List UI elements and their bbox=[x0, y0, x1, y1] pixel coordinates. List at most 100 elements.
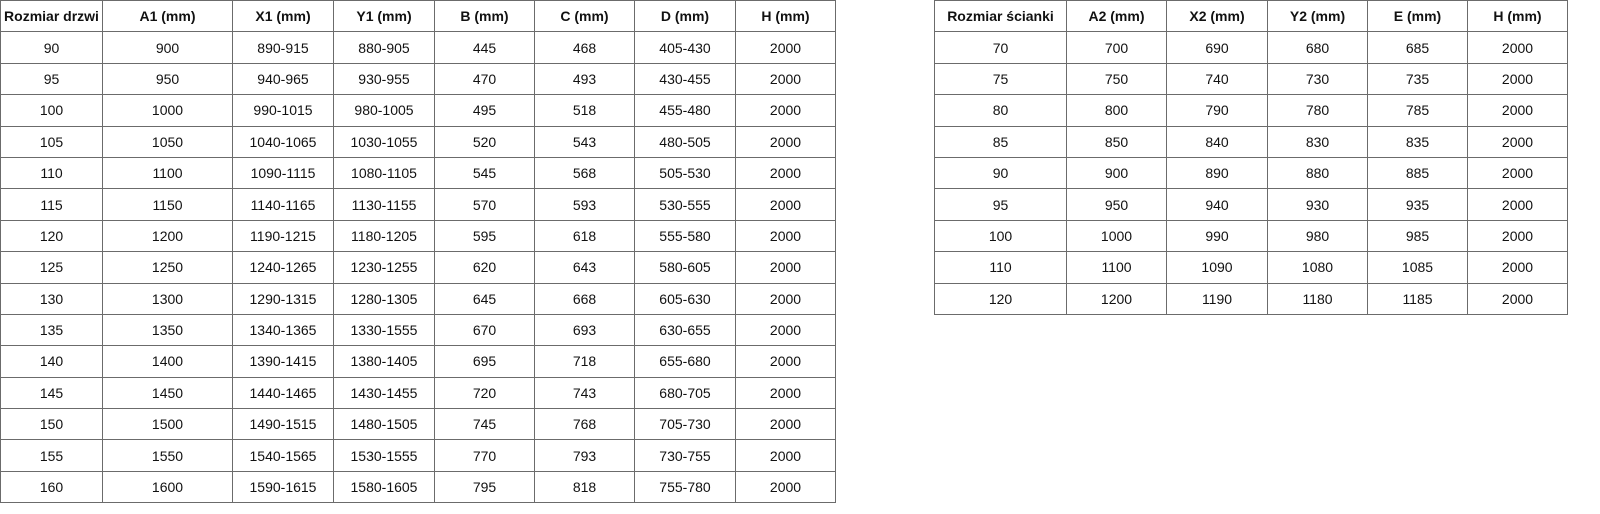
table-cell: 1280-1305 bbox=[333, 282, 435, 315]
table-cell: 630-655 bbox=[634, 313, 736, 347]
table-cell: 1050 bbox=[102, 125, 233, 158]
table-cell: 1180-1205 bbox=[333, 219, 435, 253]
table-cell: 2000 bbox=[1467, 62, 1568, 96]
table-cell: 655-680 bbox=[634, 345, 736, 378]
table-row: 95 950 940-965 930-955 470 493 430-455 2000 bbox=[0, 62, 836, 96]
table-cell: 2000 bbox=[735, 345, 836, 378]
table-cell: 800 bbox=[1066, 94, 1167, 127]
table-cell: 1140-1165 bbox=[232, 188, 334, 221]
door-size-table: Rozmiar drzwi A1 (mm) X1 (mm) Y1 (mm) B (mm)… bbox=[0, 0, 836, 504]
column-header: Y1 (mm) bbox=[333, 0, 435, 33]
column-header: C (mm) bbox=[534, 0, 635, 33]
table-cell: 2000 bbox=[1467, 125, 1568, 158]
table-row: 130 1300 1290-1315 1280-1305 645 668 605-630 20… bbox=[0, 282, 836, 315]
table-cell: 105 bbox=[0, 125, 103, 158]
table-cell: 770 bbox=[434, 439, 535, 472]
table-cell: 1400 bbox=[102, 345, 233, 378]
table-row: 75 750 740 730 735 2000 bbox=[934, 62, 1568, 96]
table-cell: 1430-1455 bbox=[333, 376, 435, 410]
table-cell: 880-905 bbox=[333, 31, 435, 64]
table-cell: 1250 bbox=[102, 251, 233, 284]
table-cell: 1380-1405 bbox=[333, 345, 435, 378]
table-cell: 125 bbox=[0, 251, 103, 284]
table-cell: 940-965 bbox=[232, 62, 334, 96]
table-cell: 735 bbox=[1367, 62, 1468, 96]
table-cell: 80 bbox=[934, 94, 1067, 127]
table-cell: 705-730 bbox=[634, 408, 736, 441]
table-cell: 830 bbox=[1267, 125, 1368, 158]
table-cell: 145 bbox=[0, 376, 103, 410]
table-row: 110 1100 1090 1080 1085 2000 bbox=[934, 251, 1568, 284]
table-cell: 120 bbox=[0, 219, 103, 253]
table-cell: 680-705 bbox=[634, 376, 736, 410]
table-cell: 110 bbox=[0, 156, 103, 190]
table-cell: 700 bbox=[1066, 31, 1167, 64]
column-header: A2 (mm) bbox=[1066, 0, 1167, 33]
table-cell: 1340-1365 bbox=[232, 313, 334, 347]
table-cell: 1480-1505 bbox=[333, 408, 435, 441]
table-cell: 1090 bbox=[1166, 251, 1268, 284]
table-cell: 1080-1105 bbox=[333, 156, 435, 190]
table-cell: 1080 bbox=[1267, 251, 1368, 284]
table-cell: 445 bbox=[434, 31, 535, 64]
table-row: 90 900 890-915 880-905 445 468 405-430 2000 bbox=[0, 31, 836, 64]
column-header: X1 (mm) bbox=[232, 0, 334, 33]
table-cell: 950 bbox=[102, 62, 233, 96]
table-cell: 695 bbox=[434, 345, 535, 378]
table-cell: 568 bbox=[534, 156, 635, 190]
table-cell: 480-505 bbox=[634, 125, 736, 158]
table-cell: 1550 bbox=[102, 439, 233, 472]
table-cell: 95 bbox=[934, 188, 1067, 221]
table-cell: 670 bbox=[434, 313, 535, 347]
column-header: B (mm) bbox=[434, 0, 535, 33]
table-cell: 1185 bbox=[1367, 282, 1468, 315]
table-cell: 900 bbox=[1066, 156, 1167, 190]
table-cell: 1590-1615 bbox=[232, 470, 334, 504]
table-cell: 693 bbox=[534, 313, 635, 347]
table-cell: 685 bbox=[1367, 31, 1468, 64]
table-cell: 2000 bbox=[735, 156, 836, 190]
table-cell: 470 bbox=[434, 62, 535, 96]
table-cell: 618 bbox=[534, 219, 635, 253]
table-row: 125 1250 1240-1265 1230-1255 620 643 580-605 20… bbox=[0, 251, 836, 284]
column-header: Y2 (mm) bbox=[1267, 0, 1368, 33]
table-row: 85 850 840 830 835 2000 bbox=[934, 125, 1568, 158]
table-row: 140 1400 1390-1415 1380-1405 695 718 655-680 20… bbox=[0, 345, 836, 378]
table-cell: 605-630 bbox=[634, 282, 736, 315]
table-cell: 935 bbox=[1367, 188, 1468, 221]
table-cell: 950 bbox=[1066, 188, 1167, 221]
table-cell: 620 bbox=[434, 251, 535, 284]
table-cell: 455-480 bbox=[634, 94, 736, 127]
table-cell: 730 bbox=[1267, 62, 1368, 96]
table-cell: 1230-1255 bbox=[333, 251, 435, 284]
table-cell: 1330-1555 bbox=[333, 313, 435, 347]
table-cell: 1030-1055 bbox=[333, 125, 435, 158]
table-cell: 730-755 bbox=[634, 439, 736, 472]
table-cell: 795 bbox=[434, 470, 535, 504]
table-row: 120 1200 1190-1215 1180-1205 595 618 555-580 20… bbox=[0, 219, 836, 253]
table-cell: 690 bbox=[1166, 31, 1268, 64]
table-cell: 990 bbox=[1166, 219, 1268, 253]
table-cell: 115 bbox=[0, 188, 103, 221]
table-cell: 2000 bbox=[735, 219, 836, 253]
table-cell: 2000 bbox=[735, 94, 836, 127]
table-cell: 1190 bbox=[1166, 282, 1268, 315]
column-header: H (mm) bbox=[735, 0, 836, 33]
table-cell: 1350 bbox=[102, 313, 233, 347]
table-cell: 150 bbox=[0, 408, 103, 441]
table-cell: 985 bbox=[1367, 219, 1468, 253]
table-cell: 785 bbox=[1367, 94, 1468, 127]
column-header: H (mm) bbox=[1467, 0, 1568, 33]
table-cell: 1200 bbox=[102, 219, 233, 253]
wall-size-table: Rozmiar ścianki A2 (mm) X2 (mm) Y2 (mm) E (m… bbox=[934, 0, 1568, 315]
table-cell: 720 bbox=[434, 376, 535, 410]
table-cell: 900 bbox=[102, 31, 233, 64]
table-cell: 1085 bbox=[1367, 251, 1468, 284]
table-cell: 793 bbox=[534, 439, 635, 472]
table-cell: 135 bbox=[0, 313, 103, 347]
table-cell: 120 bbox=[934, 282, 1067, 315]
table-cell: 980 bbox=[1267, 219, 1368, 253]
column-header: D (mm) bbox=[634, 0, 736, 33]
table-cell: 2000 bbox=[1467, 251, 1568, 284]
table-row: 100 1000 990 980 985 2000 bbox=[934, 219, 1568, 253]
